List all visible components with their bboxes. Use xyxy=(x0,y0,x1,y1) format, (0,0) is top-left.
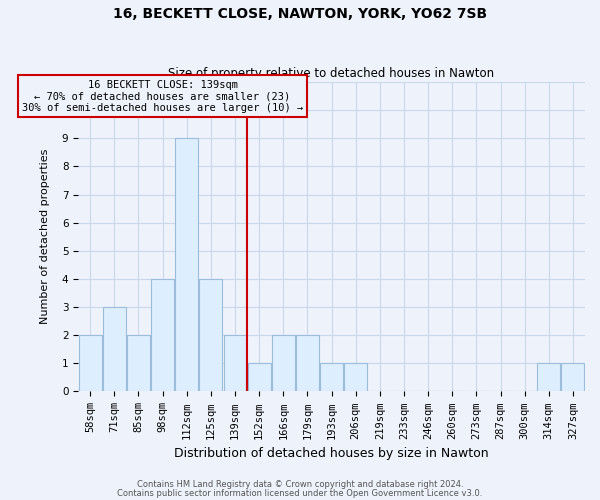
Bar xyxy=(538,364,560,392)
Bar xyxy=(320,364,343,392)
Bar xyxy=(79,335,101,392)
Bar xyxy=(224,335,247,392)
Bar xyxy=(103,307,126,392)
Title: Size of property relative to detached houses in Nawton: Size of property relative to detached ho… xyxy=(169,66,494,80)
Text: 16 BECKETT CLOSE: 139sqm
← 70% of detached houses are smaller (23)
30% of semi-d: 16 BECKETT CLOSE: 139sqm ← 70% of detach… xyxy=(22,80,303,112)
Bar xyxy=(127,335,150,392)
Bar xyxy=(272,335,295,392)
Bar xyxy=(175,138,198,392)
Bar xyxy=(199,279,223,392)
X-axis label: Distribution of detached houses by size in Nawton: Distribution of detached houses by size … xyxy=(174,447,489,460)
Bar xyxy=(151,279,174,392)
Text: Contains public sector information licensed under the Open Government Licence v3: Contains public sector information licen… xyxy=(118,488,482,498)
Bar xyxy=(248,364,271,392)
Bar xyxy=(344,364,367,392)
Y-axis label: Number of detached properties: Number of detached properties xyxy=(40,149,50,324)
Text: 16, BECKETT CLOSE, NAWTON, YORK, YO62 7SB: 16, BECKETT CLOSE, NAWTON, YORK, YO62 7S… xyxy=(113,8,487,22)
Text: Contains HM Land Registry data © Crown copyright and database right 2024.: Contains HM Land Registry data © Crown c… xyxy=(137,480,463,489)
Bar xyxy=(296,335,319,392)
Bar xyxy=(562,364,584,392)
